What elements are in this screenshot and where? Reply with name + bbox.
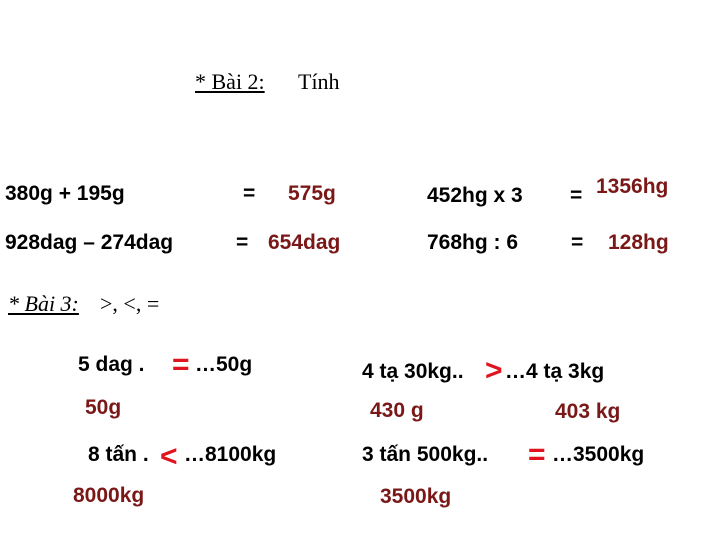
conversion: 430 g [370,399,424,422]
right-operand: …8100kg [184,443,277,466]
expression: 768hg : 6 [427,231,519,254]
left-operand: 3 tấn 500kg.. [362,443,489,466]
comparison-sign: > [485,354,503,387]
conversion: 8000kg [73,484,145,507]
equals: = [570,184,583,207]
equals: = [571,231,584,254]
comparison-sign: < [160,440,178,473]
exercise-label: * Bài 2: [195,69,265,94]
conversion: 403 kg [555,400,621,423]
right-operand: …50g [195,353,253,376]
result: 128hg [608,231,669,254]
conversion: 50g [85,396,122,419]
result: 654dag [268,231,341,254]
right-operand: …4 tạ 3kg [505,360,605,383]
left-operand: 8 tấn . [88,443,149,466]
result: 1356hg [596,175,669,198]
comparison-sign: = [528,438,546,471]
left-operand: 5 dag . [78,353,145,376]
exercise-label: * Bài 3: [8,291,79,316]
conversion: 3500kg [380,485,452,508]
expression: 452hg x 3 [427,184,523,207]
result: 575g [288,182,336,205]
equals: = [243,182,256,205]
expression: 928dag – 274dag [5,231,174,254]
exercise-title: >, <, = [100,291,160,316]
exercise-title: Tính [298,69,340,94]
comparison-sign: = [172,348,190,381]
left-operand: 4 tạ 30kg.. [362,360,464,383]
right-operand: …3500kg [552,443,645,466]
expression: 380g + 195g [5,182,125,205]
equals: = [236,231,249,254]
